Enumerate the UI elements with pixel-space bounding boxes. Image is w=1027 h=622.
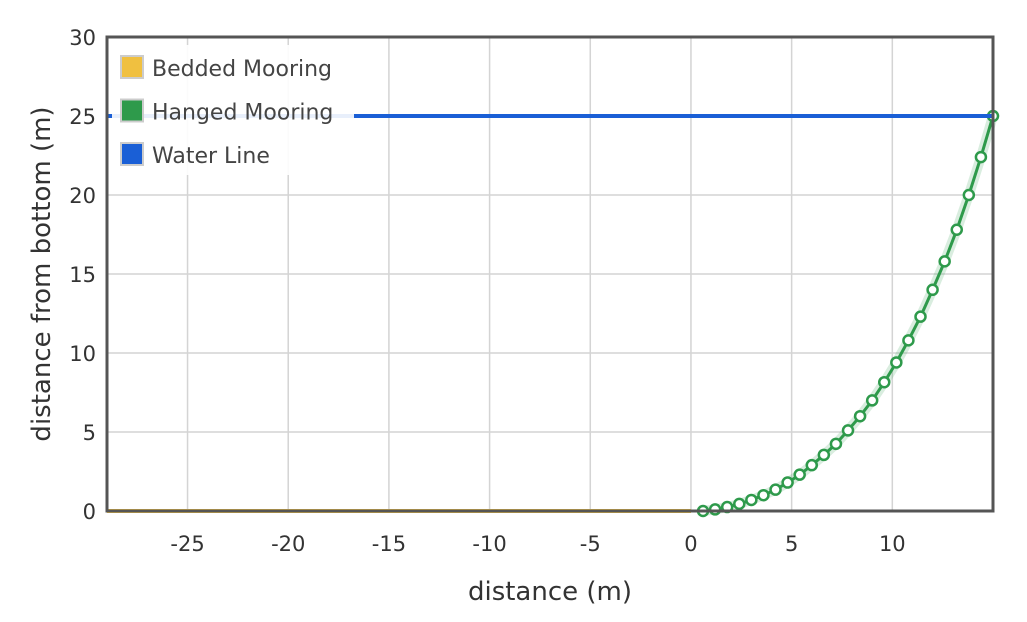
legend-swatch-hanged-mooring <box>120 98 144 123</box>
hanged-mooring-point[interactable] <box>962 188 976 202</box>
x-tick-label: -20 <box>271 532 305 556</box>
legend-item-water-line[interactable]: Water Line <box>120 142 270 169</box>
x-tick-labels: -25 -20 -15 -10 -5 0 5 10 <box>170 532 905 556</box>
y-tick-label: 20 <box>69 184 96 208</box>
y-tick-label: 0 <box>83 500 96 524</box>
x-tick-label: 5 <box>785 532 798 556</box>
x-tick-label: -10 <box>472 532 506 556</box>
hanged-mooring-point[interactable] <box>745 493 758 507</box>
hanged-mooring-point[interactable] <box>805 458 819 472</box>
legend-item-bedded-mooring[interactable]: Bedded Mooring <box>120 55 332 82</box>
y-tick-label: 15 <box>69 263 96 287</box>
hanged-mooring-point[interactable] <box>926 283 939 297</box>
hanged-mooring-point[interactable] <box>890 356 903 369</box>
hanged-mooring-point[interactable] <box>781 476 794 489</box>
legend-swatch-water-line <box>120 142 144 166</box>
legend-item-hanged-mooring[interactable]: Hanged Mooring <box>120 98 333 126</box>
legend-label-water-line: Water Line <box>152 144 270 169</box>
hanged-mooring-point[interactable] <box>817 448 831 462</box>
x-tick-label: -15 <box>372 532 406 556</box>
hanged-mooring-point[interactable] <box>974 150 988 164</box>
legend: Bedded Mooring Hanged Mooring Water Line <box>112 45 354 175</box>
x-tick-label: -5 <box>580 532 601 556</box>
hanged-mooring-point[interactable] <box>793 468 806 481</box>
plot-border <box>105 35 995 513</box>
y-tick-label: 5 <box>83 421 96 445</box>
hanged-mooring-point[interactable] <box>950 223 964 237</box>
y-tick-labels: 0 5 10 15 20 25 30 <box>69 26 96 524</box>
hanged-mooring-point[interactable] <box>733 497 746 511</box>
hanged-mooring-point[interactable] <box>841 424 855 437</box>
hanged-mooring-point[interactable] <box>865 394 879 407</box>
x-tick-label: 10 <box>879 532 906 556</box>
x-tick-label: 0 <box>684 532 697 556</box>
hanged-mooring-point[interactable] <box>708 503 722 516</box>
x-axis-title: distance (m) <box>468 577 632 607</box>
hanged-mooring-point[interactable] <box>853 409 867 423</box>
legend-label-bedded-mooring: Bedded Mooring <box>152 57 332 82</box>
hanged-mooring-line <box>702 115 995 513</box>
y-axis-title: distance from bottom (m) <box>27 106 57 441</box>
hanged-mooring-point[interactable] <box>938 255 951 268</box>
hanged-mooring-point[interactable] <box>829 437 843 451</box>
hanged-mooring-point[interactable] <box>914 310 927 323</box>
legend-background <box>112 45 354 175</box>
hanged-mooring-glow <box>702 114 998 516</box>
legend-label-hanged-mooring: Hanged Mooring <box>152 101 333 126</box>
y-tick-label: 25 <box>69 105 96 129</box>
y-tick-label: 30 <box>69 26 96 50</box>
hanged-mooring-point[interactable] <box>769 483 782 496</box>
x-tick-label: -25 <box>170 532 204 556</box>
hanged-mooring-point[interactable] <box>757 488 770 502</box>
hanged-mooring-point[interactable] <box>878 375 891 389</box>
legend-swatch-bedded-mooring <box>120 55 144 79</box>
y-tick-label: 10 <box>69 342 96 366</box>
hanged-mooring-point[interactable] <box>902 334 915 347</box>
